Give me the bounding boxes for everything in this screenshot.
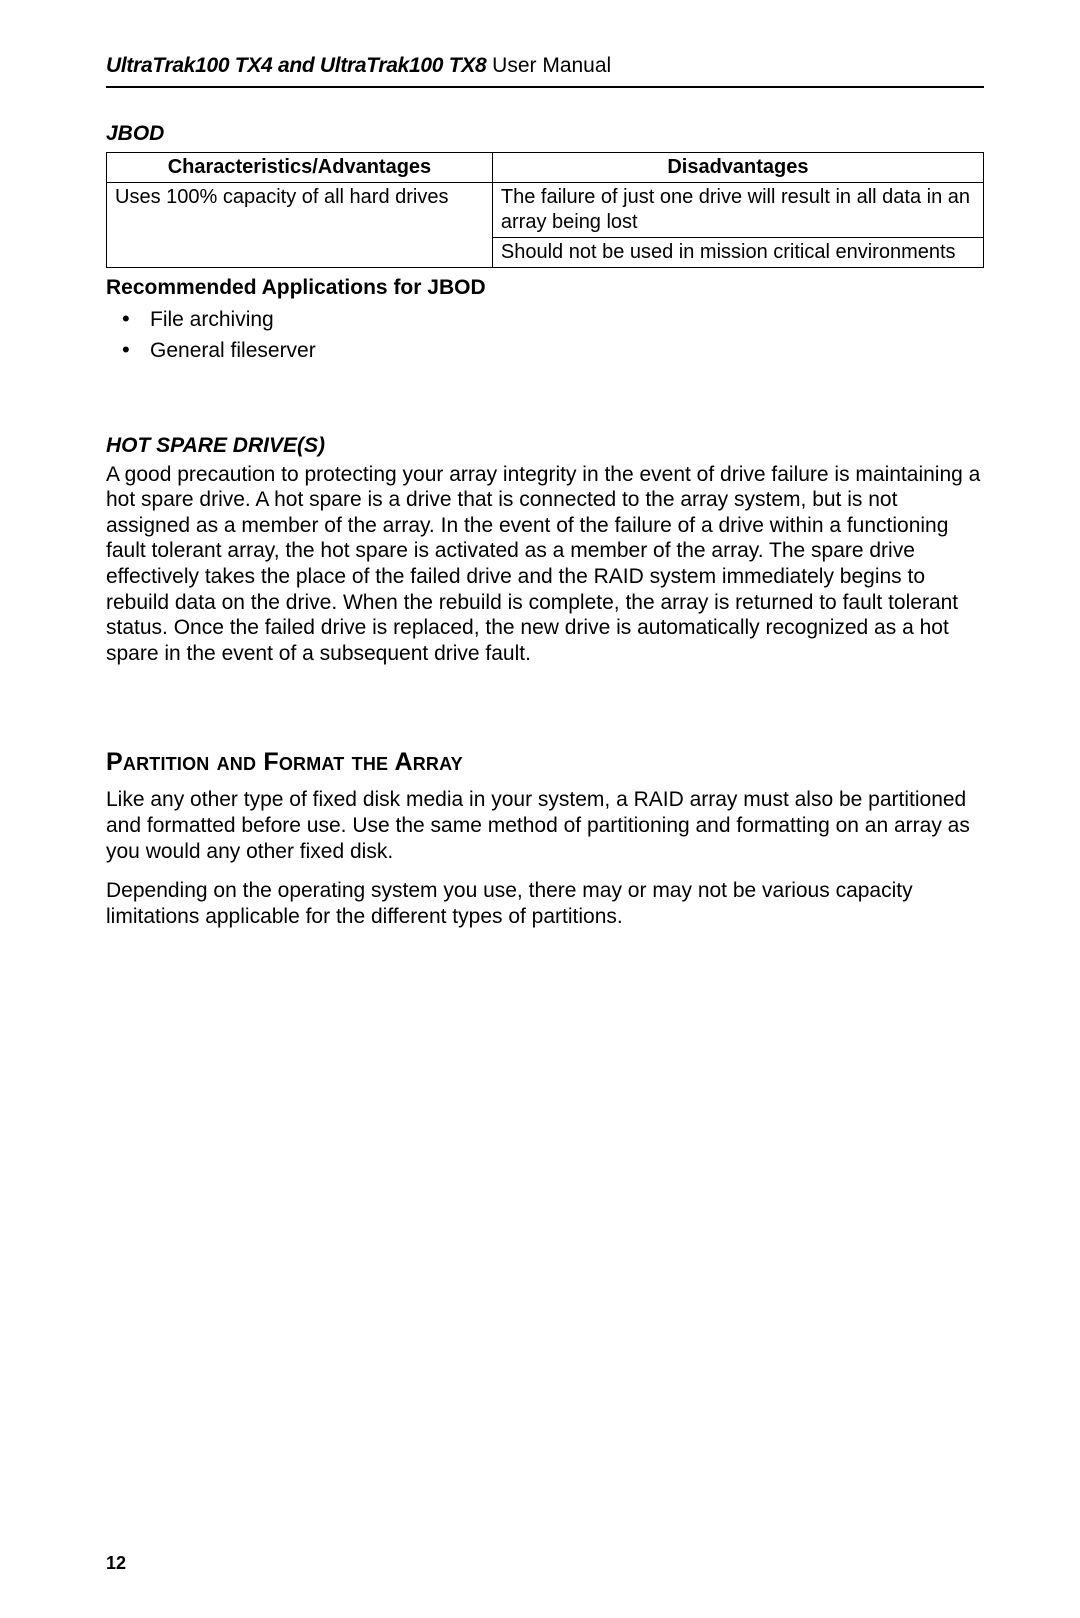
header-product: UltraTrak100 TX4 and UltraTrak100 TX8: [106, 54, 486, 77]
header-suffix: User Manual: [486, 54, 611, 77]
hotspare-heading: HOT SPARE DRIVE(S): [106, 434, 984, 458]
jbod-r1c1: Uses 100% capacity of all hard drives: [107, 183, 493, 268]
partition-heading: Partition and Format the Array: [106, 748, 984, 777]
list-item: General fileserver: [150, 335, 984, 366]
jbod-r2c2: Should not be used in mission critical e…: [492, 238, 983, 268]
partition-p2: Depending on the operating system you us…: [106, 878, 984, 929]
page-number: 12: [106, 1553, 126, 1574]
jbod-table: Characteristics/Advantages Disadvantages…: [106, 152, 984, 268]
jbod-rec-heading: Recommended Applications for JBOD: [106, 276, 984, 300]
list-item: File archiving: [150, 304, 984, 335]
jbod-col2-header: Disadvantages: [492, 153, 983, 183]
partition-p1: Like any other type of fixed disk media …: [106, 787, 984, 864]
hotspare-body: A good precaution to protecting your arr…: [106, 462, 984, 667]
jbod-r1c2: The failure of just one drive will resul…: [492, 183, 983, 238]
jbod-heading: JBOD: [106, 122, 984, 146]
jbod-col1-header: Characteristics/Advantages: [107, 153, 493, 183]
jbod-rec-list: File archiving General fileserver: [106, 304, 984, 366]
page-header: UltraTrak100 TX4 and UltraTrak100 TX8 Us…: [106, 54, 984, 88]
